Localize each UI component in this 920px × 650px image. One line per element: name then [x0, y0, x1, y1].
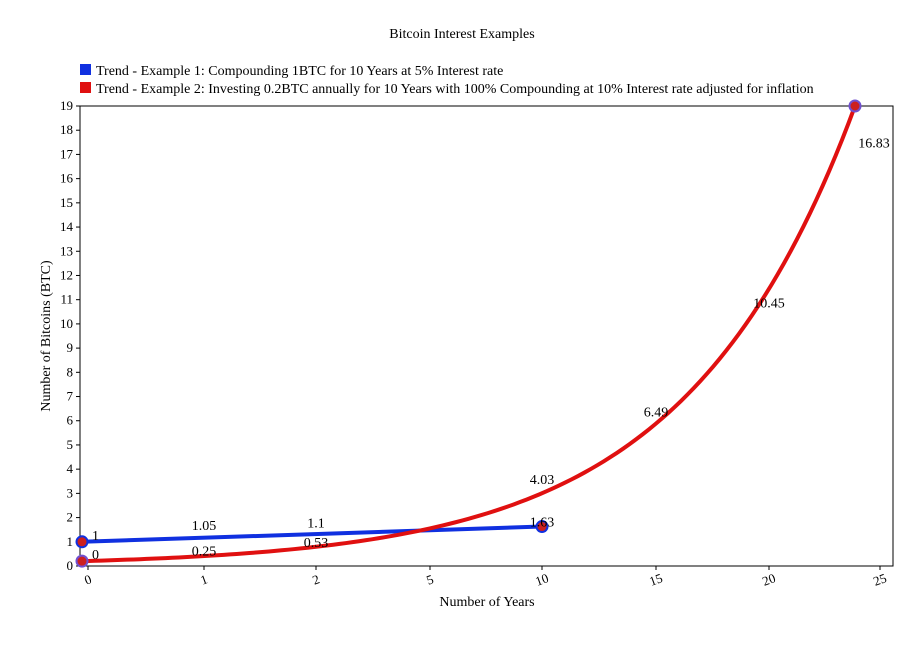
series-layer — [75, 99, 862, 568]
y-tick-label: 12 — [60, 267, 73, 282]
y-tick-label: 0 — [67, 558, 74, 573]
x-tick-label: 2 — [310, 571, 321, 587]
legend-swatch — [80, 82, 91, 93]
series-1-data-label: 1.63 — [530, 515, 555, 530]
series-2-data-label: 0.53 — [304, 536, 329, 551]
y-tick-label: 15 — [60, 195, 73, 210]
y-tick-label: 19 — [60, 98, 73, 113]
series-1-end-marker — [535, 520, 549, 534]
plot-frame — [79, 105, 894, 567]
y-tick-label: 17 — [60, 146, 74, 161]
x-tick-label: 20 — [760, 570, 777, 589]
series-1-data-label: 1.1 — [307, 517, 325, 532]
series-1-data-label: 1.05 — [192, 519, 217, 534]
plot-area — [79, 105, 894, 567]
data-labels: 1 1.05 1.1 1.63 0 0.25 0.53 4.03 6.49 10.45 16.83 — [92, 137, 890, 564]
y-tick-label: 13 — [60, 243, 73, 258]
series-1-start-marker — [75, 535, 89, 549]
x-tick-label: 10 — [533, 570, 550, 589]
legend-swatch — [80, 64, 91, 75]
y-tick-label: 18 — [60, 122, 73, 137]
series-2-data-label: 4.03 — [530, 473, 555, 488]
chart-title: Bitcoin Interest Examples — [389, 27, 534, 42]
x-tick-label: 15 — [647, 570, 664, 589]
y-tick-label: 11 — [60, 292, 73, 307]
series-2-data-label: 16.83 — [858, 137, 890, 152]
y-tick-label: 10 — [60, 316, 73, 331]
x-axis-title: Number of Years — [439, 595, 534, 610]
x-tick-label: 5 — [424, 571, 435, 587]
series-2-end-marker — [848, 99, 862, 113]
series-2-data-label: 0 — [92, 548, 99, 563]
legend-entry: Trend - Example 2: Investing 0.2BTC annu… — [96, 82, 814, 97]
legend-entry: Trend - Example 1: Compounding 1BTC for … — [96, 64, 503, 79]
x-tick-label: 25 — [871, 570, 888, 589]
x-tick-label: 1 — [198, 571, 209, 587]
series-2-data-label: 6.49 — [644, 405, 669, 420]
series-2-data-label: 0.25 — [192, 545, 217, 560]
series-2-start-marker — [75, 554, 89, 568]
y-tick-label: 8 — [67, 364, 74, 379]
y-tick-label: 14 — [60, 219, 74, 234]
y-tick-label: 1 — [67, 534, 74, 549]
y-tick-label: 16 — [60, 171, 74, 186]
series-2-data-label: 10.45 — [753, 296, 785, 311]
y-tick-label: 9 — [67, 340, 74, 355]
y-tick-label: 3 — [67, 485, 74, 500]
y-axis-title: Number of Bitcoins (BTC) — [39, 260, 54, 412]
legend: Trend - Example 1: Compounding 1BTC for … — [80, 64, 814, 97]
series-1-data-label: 1 — [92, 529, 99, 544]
y-tick-label: 5 — [67, 437, 74, 452]
y-tick-label: 2 — [67, 510, 74, 525]
series-2-line — [81, 105, 857, 564]
y-tick-label: 6 — [67, 413, 74, 428]
y-tick-label: 7 — [67, 389, 74, 404]
series-1-line — [81, 524, 543, 544]
x-tick-label: 0 — [82, 571, 93, 587]
y-tick-label: 4 — [67, 461, 74, 476]
